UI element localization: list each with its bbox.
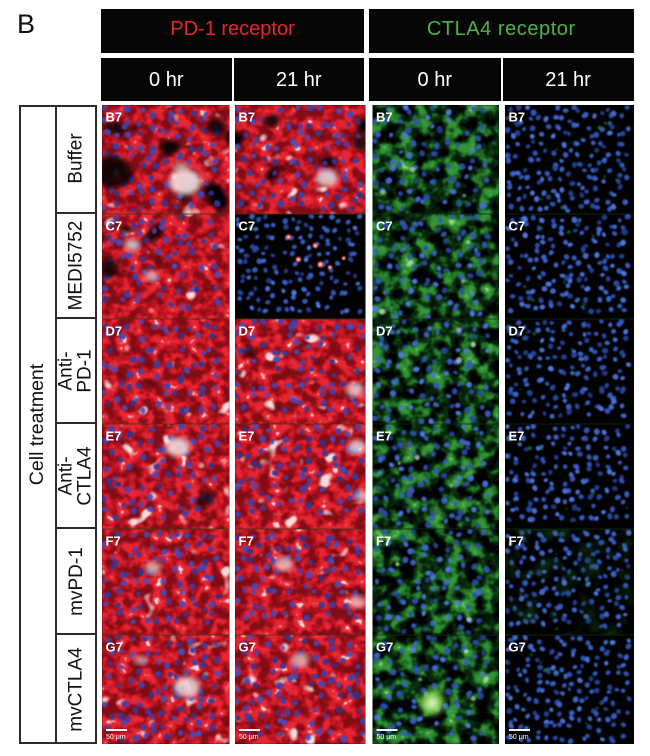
svg-text:D7: D7 [239,324,256,339]
svg-text:C7: C7 [106,219,123,234]
svg-text:G7: G7 [376,640,393,655]
svg-text:G7: G7 [509,640,526,655]
svg-text:50 μm: 50 μm [509,734,529,741]
svg-text:C7: C7 [239,219,256,234]
svg-text:F7: F7 [239,534,254,549]
svg-text:F7: F7 [509,534,524,549]
svg-text:50 μm: 50 μm [377,734,397,741]
svg-text:B7: B7 [106,110,123,125]
svg-text:C7: C7 [509,219,526,234]
svg-text:E7: E7 [239,429,255,444]
svg-text:G7: G7 [239,640,256,655]
svg-text:F7: F7 [376,534,391,549]
svg-text:D7: D7 [376,324,393,339]
svg-text:G7: G7 [106,640,123,655]
svg-text:B7: B7 [239,110,256,125]
svg-text:D7: D7 [106,324,123,339]
svg-text:C7: C7 [376,219,393,234]
svg-text:F7: F7 [106,534,121,549]
svg-text:E7: E7 [509,429,525,444]
svg-text:E7: E7 [376,429,392,444]
svg-text:B7: B7 [509,110,526,125]
svg-text:50 μm: 50 μm [106,734,126,741]
svg-text:E7: E7 [106,429,122,444]
svg-text:50 μm: 50 μm [239,734,259,741]
svg-text:B7: B7 [376,110,393,125]
svg-text:D7: D7 [509,324,526,339]
